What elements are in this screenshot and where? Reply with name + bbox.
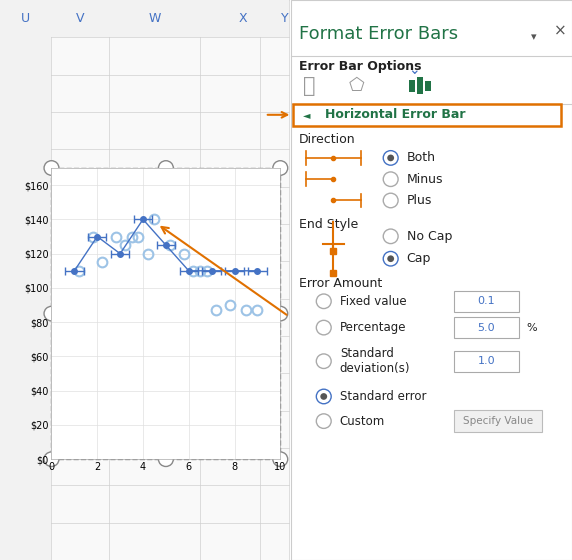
Bar (291, 0, 572, 560)
Text: ⌄: ⌄ (408, 63, 419, 77)
Text: Cap: Cap (407, 252, 431, 265)
Circle shape (383, 229, 398, 244)
Text: Percentage: Percentage (340, 321, 406, 334)
Text: Error Amount: Error Amount (299, 277, 383, 290)
Text: End Style: End Style (299, 218, 359, 231)
Text: Custom: Custom (340, 414, 385, 428)
Circle shape (158, 452, 173, 466)
FancyBboxPatch shape (454, 410, 542, 432)
Text: 0.1: 0.1 (478, 296, 495, 306)
Bar (0, 38, 51, 560)
Circle shape (383, 193, 398, 208)
FancyBboxPatch shape (454, 291, 519, 312)
Circle shape (316, 414, 331, 428)
Text: W: W (148, 12, 161, 25)
Circle shape (273, 452, 288, 466)
Text: Y: Y (280, 12, 288, 25)
Circle shape (44, 161, 59, 175)
Circle shape (316, 354, 331, 368)
Circle shape (383, 251, 398, 266)
Text: Fixed value: Fixed value (340, 295, 406, 308)
Circle shape (316, 320, 331, 335)
Circle shape (387, 155, 394, 161)
Circle shape (316, 389, 331, 404)
Text: V: V (76, 12, 84, 25)
Circle shape (316, 294, 331, 309)
Text: Plus: Plus (407, 194, 432, 207)
Circle shape (387, 255, 394, 262)
Text: Error Bar Options: Error Bar Options (299, 60, 422, 73)
Text: ▾: ▾ (531, 32, 537, 43)
Circle shape (158, 161, 173, 175)
FancyBboxPatch shape (454, 351, 519, 372)
Circle shape (44, 306, 59, 321)
Bar (425, 81, 431, 91)
Text: ×: × (554, 24, 566, 39)
Circle shape (273, 306, 288, 321)
Text: ⬠: ⬠ (348, 77, 364, 95)
Text: Standard
deviation(s): Standard deviation(s) (340, 347, 410, 375)
Bar (0, 0, 289, 560)
Text: No Cap: No Cap (407, 230, 452, 243)
Text: Minus: Minus (407, 172, 443, 186)
Text: ⟐: ⟐ (303, 76, 315, 96)
Text: Horizontal Error Bar: Horizontal Error Bar (325, 108, 466, 122)
Text: 1.0: 1.0 (478, 356, 495, 366)
Circle shape (273, 161, 288, 175)
Circle shape (383, 151, 398, 165)
Text: %: % (526, 323, 537, 333)
Bar (417, 77, 423, 94)
Text: Specify Value: Specify Value (463, 416, 533, 426)
Bar (409, 80, 415, 92)
Bar (0, 0, 289, 38)
Bar (51, 168, 280, 459)
Text: Both: Both (407, 151, 436, 165)
FancyBboxPatch shape (454, 317, 519, 338)
Text: 5.0: 5.0 (478, 323, 495, 333)
Circle shape (320, 393, 327, 400)
Text: U: U (21, 12, 30, 25)
Text: Format Error Bars: Format Error Bars (299, 25, 458, 43)
Bar (293, 104, 561, 126)
Text: X: X (239, 12, 248, 25)
Text: Standard error: Standard error (340, 390, 426, 403)
Circle shape (44, 452, 59, 466)
Text: Direction: Direction (299, 133, 356, 146)
Circle shape (383, 172, 398, 186)
Text: ◄: ◄ (303, 110, 311, 120)
